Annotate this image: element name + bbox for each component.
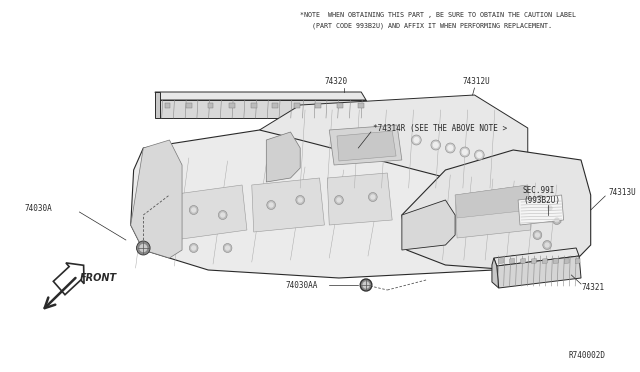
Polygon shape (564, 259, 569, 263)
Circle shape (474, 150, 484, 160)
Polygon shape (207, 103, 214, 108)
Polygon shape (164, 103, 170, 108)
Circle shape (140, 244, 147, 251)
Polygon shape (251, 103, 257, 108)
Circle shape (360, 279, 372, 291)
Circle shape (462, 150, 467, 154)
Polygon shape (497, 256, 581, 288)
Polygon shape (260, 95, 528, 195)
Text: 74313U: 74313U (608, 187, 636, 196)
Circle shape (189, 205, 198, 215)
Circle shape (548, 206, 552, 210)
Polygon shape (131, 130, 513, 278)
Circle shape (448, 145, 452, 151)
Circle shape (337, 198, 341, 202)
Circle shape (445, 143, 455, 153)
Circle shape (363, 282, 369, 288)
Circle shape (533, 231, 542, 240)
Polygon shape (329, 125, 402, 165)
Polygon shape (402, 200, 455, 250)
Circle shape (536, 233, 540, 237)
Polygon shape (160, 100, 366, 118)
Polygon shape (170, 185, 247, 240)
Polygon shape (494, 248, 579, 266)
Circle shape (538, 198, 542, 202)
Text: R740002D: R740002D (568, 351, 605, 360)
Circle shape (136, 241, 150, 255)
Circle shape (267, 201, 275, 209)
Polygon shape (53, 263, 84, 295)
Circle shape (296, 196, 305, 205)
Polygon shape (294, 103, 300, 108)
Text: 74320: 74320 (324, 77, 348, 86)
Polygon shape (402, 150, 591, 270)
Text: 74321: 74321 (581, 283, 604, 292)
Text: (PART CODE 993B2U) AND AFFIX IT WHEN PERFORMING REPLACEMENT.: (PART CODE 993B2U) AND AFFIX IT WHEN PER… (312, 22, 552, 29)
Polygon shape (229, 103, 235, 108)
Circle shape (192, 246, 196, 250)
Polygon shape (531, 259, 536, 263)
Polygon shape (327, 173, 392, 225)
Circle shape (433, 142, 438, 148)
Circle shape (371, 195, 375, 199)
Circle shape (223, 244, 232, 253)
Circle shape (269, 203, 273, 207)
Polygon shape (494, 255, 513, 278)
Polygon shape (518, 195, 564, 225)
Text: FRONT: FRONT (79, 273, 116, 283)
Circle shape (477, 153, 482, 157)
Text: 74030AA: 74030AA (285, 280, 318, 289)
Polygon shape (575, 259, 580, 263)
Circle shape (460, 147, 470, 157)
Polygon shape (543, 259, 547, 263)
Polygon shape (186, 103, 192, 108)
Circle shape (546, 203, 554, 212)
Text: (993B2U): (993B2U) (523, 196, 560, 205)
Circle shape (552, 215, 561, 224)
Circle shape (226, 246, 230, 250)
Text: *74314R (SEE THE ABOVE NOTE >: *74314R (SEE THE ABOVE NOTE > (373, 124, 507, 132)
Circle shape (218, 211, 227, 219)
Polygon shape (266, 132, 300, 182)
Text: SEC.99I: SEC.99I (523, 186, 556, 195)
Circle shape (298, 198, 302, 202)
Circle shape (412, 135, 421, 145)
Circle shape (369, 192, 377, 202)
Polygon shape (131, 140, 182, 258)
Polygon shape (272, 103, 278, 108)
Circle shape (555, 218, 559, 222)
Circle shape (545, 243, 549, 247)
Polygon shape (155, 92, 160, 118)
Polygon shape (155, 92, 366, 100)
Circle shape (189, 244, 198, 253)
Polygon shape (509, 259, 515, 263)
Polygon shape (520, 259, 525, 263)
Circle shape (414, 138, 419, 142)
Text: 74030A: 74030A (24, 203, 52, 212)
Polygon shape (499, 259, 504, 263)
Polygon shape (455, 185, 531, 238)
Circle shape (536, 196, 545, 205)
Circle shape (431, 140, 440, 150)
Circle shape (192, 208, 196, 212)
Circle shape (335, 196, 343, 205)
Polygon shape (554, 259, 558, 263)
Polygon shape (337, 131, 396, 161)
Polygon shape (455, 185, 531, 218)
Text: 74312U: 74312U (463, 77, 491, 86)
Polygon shape (492, 258, 499, 288)
Circle shape (543, 241, 552, 250)
Polygon shape (337, 103, 342, 108)
Polygon shape (252, 178, 324, 232)
Circle shape (221, 213, 225, 217)
Polygon shape (358, 103, 364, 108)
Polygon shape (316, 103, 321, 108)
Text: *NOTE  WHEN OBTAINING THIS PART , BE SURE TO OBTAIN THE CAUTION LABEL: *NOTE WHEN OBTAINING THIS PART , BE SURE… (300, 12, 576, 18)
